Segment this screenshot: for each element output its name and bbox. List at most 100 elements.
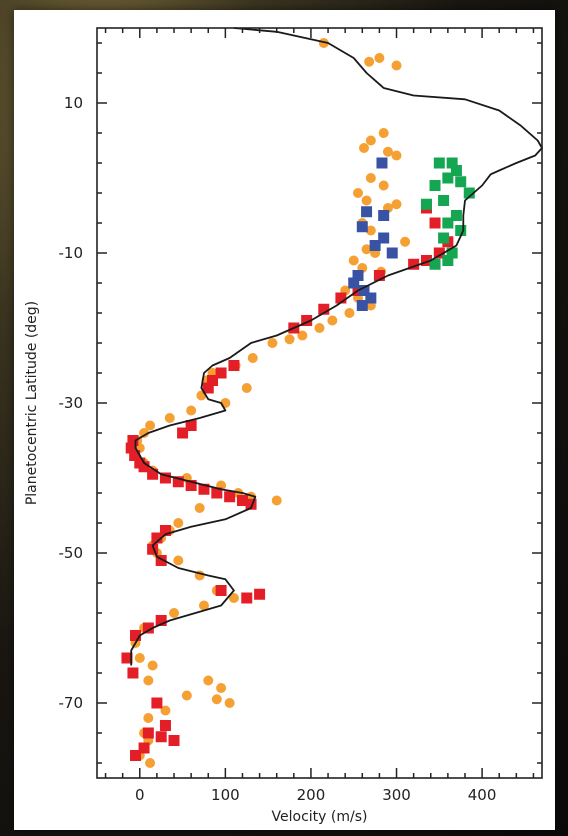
blue-data-point xyxy=(369,240,381,251)
green-data-point xyxy=(429,258,441,270)
red-data-point xyxy=(130,630,142,641)
red-data-point xyxy=(420,255,432,266)
red-data-point xyxy=(177,427,189,439)
orange-data-point xyxy=(267,338,278,348)
green-data-point xyxy=(442,255,454,266)
red-data-point xyxy=(147,543,159,555)
red-data-point xyxy=(130,750,142,761)
green-data-point xyxy=(446,247,458,259)
orange-data-point xyxy=(134,653,145,663)
orange-data-point xyxy=(327,315,338,326)
orange-data-point xyxy=(186,405,197,416)
x-axis-title: Velocity (m/s) xyxy=(272,809,368,825)
data-points xyxy=(121,38,475,768)
orange-data-point xyxy=(361,244,372,255)
orange-data-point xyxy=(361,195,372,206)
red-data-point xyxy=(202,382,214,394)
chart-frame: 0 100 200 300 400 10 -10 -30 -50 -70 Velocity (m/… xyxy=(14,10,555,830)
orange-data-point xyxy=(203,675,214,686)
red-data-point xyxy=(138,742,150,754)
red-data-point xyxy=(254,588,266,600)
blue-data-point xyxy=(365,292,377,304)
green-data-point xyxy=(442,217,454,229)
orange-data-point xyxy=(314,323,325,333)
red-data-point xyxy=(147,468,159,480)
orange-data-point xyxy=(173,518,184,528)
red-data-point xyxy=(433,247,445,259)
orange-data-point xyxy=(216,683,227,693)
latitude-velocity-chart: 0 100 200 300 400 10 -10 -30 -50 -70 Velocity (m/… xyxy=(24,27,543,825)
blue-data-point xyxy=(378,232,390,244)
blue-data-point xyxy=(386,247,398,259)
profile-curve xyxy=(130,27,543,666)
axis-ticks xyxy=(97,28,542,778)
orange-data-point xyxy=(164,413,175,423)
y-tick-label: -50 xyxy=(59,544,84,562)
green-data-point xyxy=(450,210,462,221)
orange-data-point xyxy=(145,420,156,431)
blue-data-point xyxy=(376,157,388,169)
red-data-point xyxy=(224,491,236,503)
red-data-point xyxy=(301,315,313,326)
red-data-point xyxy=(408,258,420,270)
orange-data-point xyxy=(160,705,171,716)
green-data-point xyxy=(433,157,445,169)
plot-area-border xyxy=(96,27,543,779)
orange-data-point xyxy=(284,334,295,345)
red-data-point xyxy=(159,720,171,731)
x-tick-label: 400 xyxy=(468,786,497,804)
red-data-point xyxy=(236,495,248,506)
red-data-point xyxy=(172,476,184,488)
red-data-point xyxy=(198,483,210,495)
orange-data-point xyxy=(365,135,376,146)
red-data-point xyxy=(211,487,223,499)
orange-data-point xyxy=(198,600,209,611)
tick-labels: 0 100 200 300 400 10 -10 -30 -50 -70 xyxy=(59,94,497,804)
red-data-point xyxy=(155,555,167,566)
orange-data-point xyxy=(297,330,308,341)
green-data-point xyxy=(420,198,432,210)
green-data-point xyxy=(429,180,441,191)
orange-data-point xyxy=(391,60,402,71)
orange-data-point xyxy=(382,146,393,157)
red-data-point xyxy=(318,303,330,315)
orange-data-point xyxy=(391,199,402,210)
red-data-point xyxy=(127,435,139,446)
green-data-point xyxy=(455,225,467,236)
red-data-point xyxy=(127,667,139,679)
orange-data-point xyxy=(271,495,282,506)
orange-data-point xyxy=(318,38,329,48)
orange-data-point xyxy=(344,308,355,318)
orange-data-point xyxy=(145,758,156,768)
red-data-point xyxy=(185,420,197,431)
y-tick-label: 10 xyxy=(64,94,83,112)
red-data-point xyxy=(129,450,141,461)
red-data-point xyxy=(241,592,253,604)
orange-data-point xyxy=(169,608,180,618)
red-data-point xyxy=(138,461,150,473)
blue-data-point xyxy=(356,221,368,233)
red-data-point xyxy=(185,480,197,491)
orange-data-point xyxy=(400,236,411,247)
orange-data-point xyxy=(241,383,252,393)
red-data-point xyxy=(159,525,171,536)
red-data-point xyxy=(151,532,163,544)
orange-data-point xyxy=(247,353,258,363)
orange-data-point xyxy=(378,128,389,138)
red-data-point xyxy=(142,727,154,739)
y-tick-label: -30 xyxy=(59,394,84,412)
red-data-point xyxy=(245,498,257,510)
blue-data-point xyxy=(356,300,368,311)
green-data-point xyxy=(455,176,467,188)
orange-data-point xyxy=(194,503,205,513)
green-data-point xyxy=(438,195,450,206)
orange-data-point xyxy=(374,53,385,63)
blue-data-point xyxy=(352,270,364,281)
red-data-point xyxy=(155,615,167,626)
x-tick-label: 0 xyxy=(135,786,145,804)
red-data-point xyxy=(125,442,137,454)
red-data-point xyxy=(142,622,154,634)
y-tick-label: -10 xyxy=(59,244,84,262)
orange-data-point xyxy=(365,173,376,183)
red-data-point xyxy=(215,585,227,596)
